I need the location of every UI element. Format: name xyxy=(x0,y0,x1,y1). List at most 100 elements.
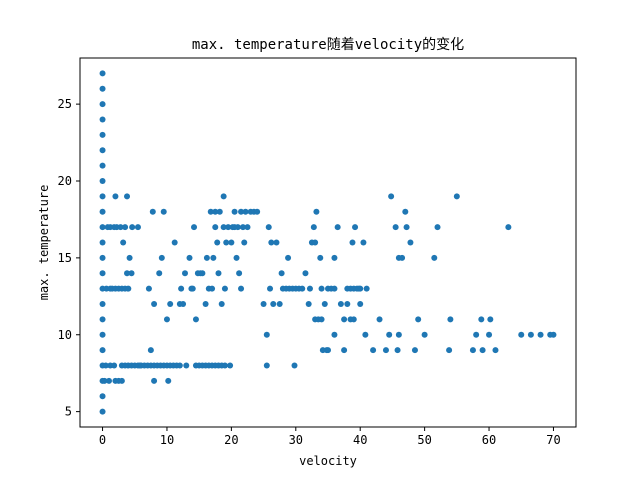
data-point xyxy=(518,331,525,338)
data-point xyxy=(99,224,106,231)
data-point xyxy=(238,285,245,292)
data-point xyxy=(386,331,393,338)
data-point xyxy=(99,316,106,323)
data-point xyxy=(388,193,395,200)
x-tick-label: 20 xyxy=(224,433,238,447)
data-point xyxy=(399,254,406,261)
data-point xyxy=(122,224,129,231)
data-point xyxy=(160,208,167,215)
data-points xyxy=(99,70,557,415)
data-point xyxy=(220,193,227,200)
data-point xyxy=(99,101,106,108)
data-point xyxy=(165,377,172,384)
data-point xyxy=(99,393,106,400)
data-point xyxy=(99,347,106,354)
data-point xyxy=(341,347,348,354)
data-point xyxy=(370,347,377,354)
data-point xyxy=(395,331,402,338)
data-point xyxy=(151,377,158,384)
data-point xyxy=(270,301,277,307)
x-tick-label: 40 xyxy=(353,433,367,447)
data-point xyxy=(234,224,241,231)
data-point xyxy=(478,316,485,323)
data-point xyxy=(505,224,512,231)
data-point xyxy=(479,347,486,354)
data-point xyxy=(302,270,309,277)
data-point xyxy=(402,208,409,215)
data-point xyxy=(392,224,399,231)
data-point xyxy=(434,224,441,231)
data-point xyxy=(321,301,328,307)
data-point xyxy=(453,193,460,200)
data-point xyxy=(263,362,270,369)
data-point xyxy=(151,301,158,307)
data-point xyxy=(267,285,274,292)
data-point xyxy=(268,239,275,246)
data-point xyxy=(487,316,494,323)
data-point xyxy=(276,301,283,307)
data-point xyxy=(129,224,136,231)
data-point xyxy=(225,224,232,231)
data-point xyxy=(189,285,196,292)
data-point xyxy=(233,254,240,261)
data-point xyxy=(312,239,319,246)
data-point xyxy=(128,270,135,277)
data-point xyxy=(221,285,228,292)
data-point xyxy=(278,270,285,277)
data-point xyxy=(180,301,187,307)
data-point xyxy=(99,162,106,169)
data-point xyxy=(325,347,331,354)
data-point xyxy=(99,147,106,154)
data-point xyxy=(105,377,112,384)
data-point xyxy=(431,254,438,261)
data-point xyxy=(223,239,230,246)
data-point xyxy=(403,224,410,231)
y-axis-label: max. temperature xyxy=(37,185,51,301)
data-point xyxy=(203,254,210,261)
data-point xyxy=(349,239,356,246)
y-tick-label: 10 xyxy=(58,328,72,342)
data-point xyxy=(99,331,106,338)
data-point xyxy=(125,285,132,292)
chart-title: max. temperature随着velocity的变化 xyxy=(192,37,464,53)
data-point xyxy=(486,331,493,338)
data-point xyxy=(176,362,183,369)
data-point xyxy=(357,301,364,307)
data-point xyxy=(363,285,370,292)
data-point xyxy=(331,254,338,261)
data-point xyxy=(99,85,106,92)
data-point xyxy=(318,285,325,292)
data-point xyxy=(191,224,198,231)
x-tick-label: 60 xyxy=(482,433,496,447)
y-tick-label: 15 xyxy=(58,251,72,265)
data-point xyxy=(202,301,209,307)
data-point xyxy=(239,224,246,231)
data-point xyxy=(102,362,109,369)
data-point xyxy=(291,362,298,369)
data-point xyxy=(99,239,106,246)
data-point xyxy=(537,331,544,338)
data-point xyxy=(334,224,341,231)
data-point xyxy=(99,254,106,261)
data-point xyxy=(394,347,401,354)
data-point xyxy=(99,193,106,200)
data-point xyxy=(411,347,418,354)
data-point xyxy=(214,239,221,246)
data-point xyxy=(212,224,219,231)
data-point xyxy=(407,239,414,246)
data-point xyxy=(99,70,106,77)
data-point xyxy=(171,239,178,246)
data-point xyxy=(101,377,108,384)
x-tick-label: 70 xyxy=(546,433,560,447)
data-point xyxy=(178,285,185,292)
data-point xyxy=(192,316,199,323)
data-point xyxy=(306,285,313,292)
data-point xyxy=(241,239,248,246)
data-point xyxy=(158,254,165,261)
data-point xyxy=(149,208,156,215)
data-point xyxy=(126,254,133,261)
plot-frame xyxy=(79,57,577,428)
data-point xyxy=(228,239,235,246)
data-point xyxy=(99,301,106,307)
data-point xyxy=(317,254,324,261)
